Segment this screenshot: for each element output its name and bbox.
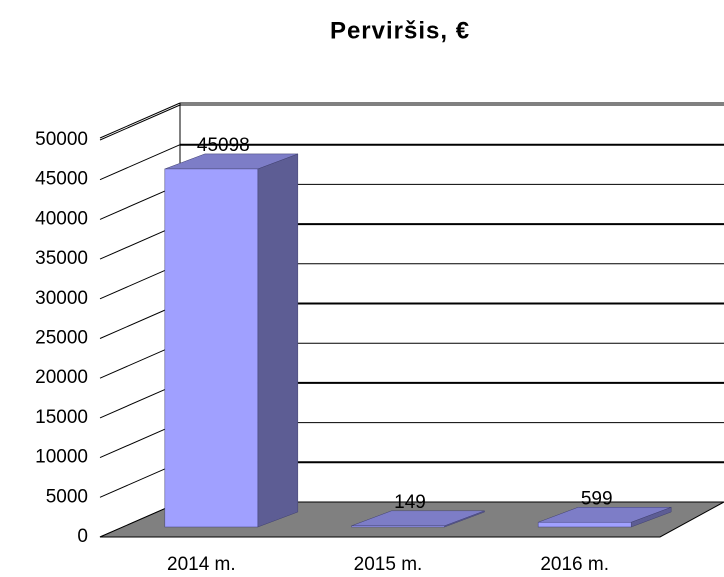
y-tick-label: 15000	[35, 407, 88, 428]
x-tick-label: 2016 m.	[540, 554, 609, 575]
side-wall-top	[99, 102, 181, 139]
bar	[351, 525, 445, 528]
y-tick-label: 50000	[35, 129, 88, 150]
data-label: 149	[394, 492, 426, 513]
y-tick-label: 20000	[35, 367, 88, 388]
bar-side	[257, 153, 299, 528]
y-tick-label: 40000	[35, 208, 88, 229]
data-label: 599	[581, 488, 613, 509]
data-label: 45098	[197, 135, 250, 156]
grid-line	[99, 144, 181, 181]
y-tick-label: 45000	[35, 169, 88, 190]
chart-title: Perviršis, €	[330, 17, 470, 44]
x-tick-label: 2015 m.	[354, 554, 423, 575]
bar	[164, 168, 259, 528]
bar	[537, 521, 632, 528]
y-tick-label: 5000	[46, 486, 88, 507]
y-tick-label: 0	[77, 526, 88, 547]
y-tick-label: 25000	[35, 328, 88, 349]
grid-line	[99, 104, 181, 141]
y-tick-label: 30000	[35, 288, 88, 309]
y-tick-label: 35000	[35, 248, 88, 269]
x-tick-label: 2014 m.	[167, 554, 236, 575]
y-tick-label: 10000	[35, 447, 88, 468]
